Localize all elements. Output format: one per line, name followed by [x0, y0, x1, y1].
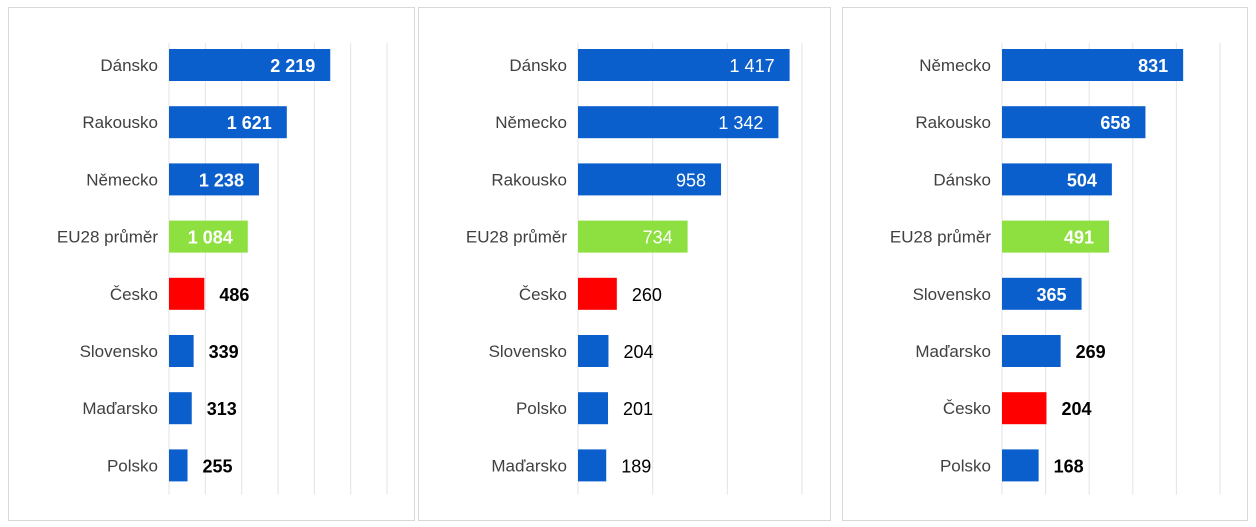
bar	[1002, 449, 1039, 482]
bar	[169, 335, 194, 367]
chart-svg-1: Dánsko 2 219 Rakousko 1 621 Německo 1 238 EU28…	[57, 43, 388, 495]
category-label: Polsko	[516, 399, 567, 418]
category-label: Rakousko	[491, 170, 567, 189]
category-label: Maďarsko	[491, 456, 567, 475]
bar	[578, 106, 779, 139]
data-label: 1 342	[718, 113, 763, 133]
data-label: 168	[1054, 456, 1084, 476]
category-label: Maďarsko	[82, 399, 158, 418]
bar	[169, 392, 192, 425]
data-label: 313	[207, 399, 237, 419]
data-label: 204	[1061, 399, 1091, 419]
category-label: Slovensko	[913, 285, 991, 304]
bar	[1002, 220, 1110, 253]
data-label: 1 084	[188, 228, 233, 248]
bar	[1002, 49, 1184, 81]
category-label: Dánsko	[100, 56, 158, 75]
category-label: EU28 průměr	[466, 228, 567, 247]
category-label: Polsko	[940, 456, 991, 475]
category-label: Dánsko	[933, 170, 991, 189]
bar	[1002, 106, 1146, 139]
category-label: Německo	[919, 56, 991, 75]
category-label: Maďarsko	[915, 342, 991, 361]
data-label: 189	[621, 456, 651, 476]
bar	[578, 220, 688, 253]
data-label: 201	[623, 399, 653, 419]
category-label: Česko	[519, 285, 567, 304]
bar	[169, 277, 205, 310]
data-label: 269	[1076, 342, 1106, 362]
data-label: 658	[1100, 113, 1130, 133]
chart-svg-3: Německo 831 Rakousko 658 Dánsko 504 EU28 průmě…	[890, 43, 1221, 495]
category-label: Dánsko	[509, 56, 567, 75]
bar	[578, 335, 609, 367]
data-label: 958	[676, 170, 706, 190]
bar	[578, 163, 722, 196]
data-label: 204	[623, 342, 653, 362]
bar	[169, 106, 287, 139]
data-label: 491	[1064, 228, 1094, 248]
data-label: 365	[1037, 285, 1067, 305]
category-label: Česko	[943, 399, 991, 418]
bar	[578, 49, 790, 81]
bar	[1002, 277, 1082, 310]
category-label: EU28 průměr	[57, 228, 158, 247]
category-label: Rakousko	[915, 113, 991, 132]
bar	[578, 392, 609, 425]
bar	[578, 277, 617, 310]
chart-panel-1: Dánsko 2 219 Rakousko 1 621 Německo 1 238 EU28…	[8, 7, 415, 521]
bar	[1002, 163, 1112, 196]
data-label: 260	[632, 285, 662, 305]
bar	[169, 49, 331, 81]
data-label: 1 417	[730, 56, 775, 76]
category-label: Německo	[495, 113, 567, 132]
chart-svg-2: Dánsko 1 417 Německo 1 342 Rakousko 958 EU28 p…	[466, 43, 803, 495]
bar	[169, 220, 248, 253]
bar	[169, 163, 259, 196]
category-label: Česko	[110, 285, 158, 304]
chart-panel-2: Dánsko 1 417 Německo 1 342 Rakousko 958 EU28 p…	[418, 7, 831, 521]
bar	[1002, 392, 1047, 425]
category-label: Polsko	[107, 456, 158, 475]
category-label: Rakousko	[82, 113, 158, 132]
data-label: 339	[209, 342, 239, 362]
bar	[1002, 335, 1061, 367]
bar	[169, 449, 188, 482]
category-label: Německo	[86, 170, 158, 189]
data-label: 734	[643, 228, 673, 248]
category-label: EU28 průměr	[890, 228, 991, 247]
chart-panel-3: Německo 831 Rakousko 658 Dánsko 504 EU28 průmě…	[842, 7, 1248, 521]
data-label: 1 238	[199, 170, 244, 190]
category-label: Slovensko	[80, 342, 158, 361]
data-label: 831	[1138, 56, 1168, 76]
data-label: 486	[219, 285, 249, 305]
data-label: 504	[1067, 170, 1097, 190]
data-label: 2 219	[270, 56, 315, 76]
data-label: 1 621	[227, 113, 272, 133]
category-label: Slovensko	[489, 342, 567, 361]
data-label: 255	[203, 456, 233, 476]
bar	[578, 449, 607, 482]
